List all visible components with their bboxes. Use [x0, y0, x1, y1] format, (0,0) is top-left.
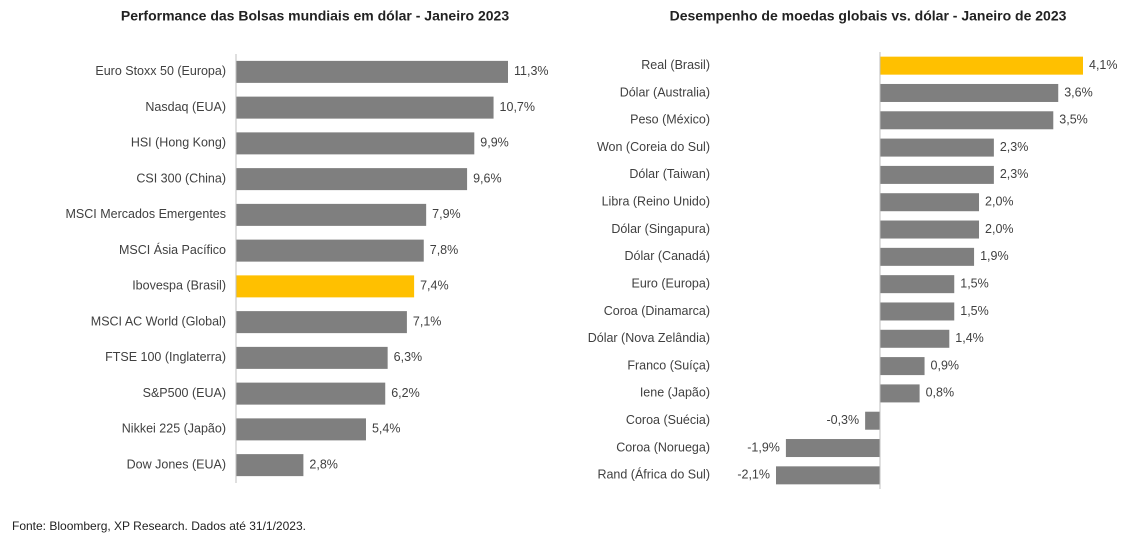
value-label: 1,5% [960, 276, 989, 290]
category-label: Dólar (Singapura) [611, 222, 710, 236]
category-label: Coroa (Dinamarca) [604, 304, 710, 318]
bar [879, 193, 980, 212]
bar [236, 454, 304, 477]
bar [236, 275, 415, 298]
value-label: -0,3% [826, 413, 859, 427]
category-label: Ibovespa (Brasil) [132, 279, 226, 293]
category-label: HSI (Hong Kong) [131, 136, 226, 150]
bar [236, 311, 407, 334]
category-label: Nasdaq (EUA) [145, 100, 226, 114]
bar [879, 83, 1059, 102]
bar [236, 346, 388, 369]
value-label: 5,4% [372, 422, 401, 436]
value-label: 1,9% [980, 249, 1009, 263]
bar [879, 138, 994, 157]
bar [236, 203, 427, 226]
bar [879, 275, 955, 294]
bar [785, 439, 880, 458]
bar [879, 384, 920, 403]
category-label: Libra (Reino Unido) [602, 195, 710, 209]
category-label: Real (Brasil) [641, 58, 710, 72]
bar [236, 382, 386, 405]
category-label: MSCI Ásia Pacífico [119, 242, 226, 257]
bar [236, 239, 424, 262]
value-label: 10,7% [500, 100, 535, 114]
value-label: 7,1% [413, 314, 442, 328]
category-label: Iene (Japão) [640, 386, 710, 400]
chart-title: Performance das Bolsas mundiais em dólar… [121, 8, 509, 24]
value-label: 2,0% [985, 222, 1014, 236]
value-label: 1,5% [960, 304, 989, 318]
value-label: 3,6% [1064, 85, 1093, 99]
value-label: 0,8% [926, 386, 955, 400]
value-label: 2,8% [309, 457, 338, 471]
category-label: Nikkei 225 (Japão) [122, 422, 226, 436]
category-label: Coroa (Noruega) [616, 440, 710, 454]
value-label: 9,9% [480, 136, 509, 150]
category-label: FTSE 100 (Inglaterra) [105, 350, 226, 364]
value-label: 6,2% [391, 386, 420, 400]
category-label: S&P500 (EUA) [143, 386, 226, 400]
category-label: Won (Coreia do Sul) [597, 140, 710, 154]
category-label: Dow Jones (EUA) [127, 457, 226, 471]
value-label: 7,4% [420, 279, 449, 293]
value-label: -2,1% [737, 468, 770, 482]
chart-title: Desempenho de moedas globais vs. dólar -… [670, 8, 1067, 24]
bar [236, 418, 366, 441]
value-label: 3,5% [1059, 113, 1088, 127]
category-label: Euro (Europa) [631, 276, 710, 290]
value-label: -1,9% [747, 440, 780, 454]
category-label: Dólar (Australia) [620, 85, 710, 99]
category-label: MSCI Mercados Emergentes [66, 207, 226, 221]
category-label: Euro Stoxx 50 (Europa) [95, 64, 226, 78]
value-label: 9,6% [473, 171, 502, 185]
category-label: Dólar (Nova Zelândia) [588, 331, 710, 345]
value-label: 2,3% [1000, 140, 1029, 154]
bar [879, 357, 925, 376]
value-label: 4,1% [1089, 58, 1118, 72]
category-label: Dólar (Taiwan) [629, 167, 710, 181]
category-label: Peso (México) [630, 113, 710, 127]
bar [236, 132, 475, 155]
category-label: Franco (Suíça) [627, 358, 710, 372]
bar [879, 302, 955, 321]
category-label: Rand (África do Sul) [597, 467, 710, 482]
bar [879, 329, 950, 348]
bar [776, 466, 880, 485]
value-label: 1,4% [955, 331, 984, 345]
bar [865, 411, 880, 430]
value-label: 0,9% [931, 358, 960, 372]
category-label: MSCI AC World (Global) [91, 314, 226, 328]
bar [236, 96, 494, 119]
category-label: CSI 300 (China) [136, 171, 226, 185]
value-label: 7,8% [430, 243, 459, 257]
value-label: 7,9% [432, 207, 461, 221]
bar [879, 111, 1054, 130]
bar [879, 56, 1083, 75]
bar [879, 165, 994, 184]
category-label: Dólar (Canadá) [625, 249, 710, 263]
value-label: 6,3% [394, 350, 423, 364]
bar [236, 60, 508, 83]
bar [236, 168, 468, 191]
value-label: 2,3% [1000, 167, 1029, 181]
bar [879, 220, 980, 239]
bar [879, 247, 975, 266]
value-label: 2,0% [985, 195, 1014, 209]
category-label: Coroa (Suécia) [626, 413, 710, 427]
value-label: 11,3% [514, 64, 549, 78]
source-note: Fonte: Bloomberg, XP Research. Dados até… [12, 519, 306, 533]
